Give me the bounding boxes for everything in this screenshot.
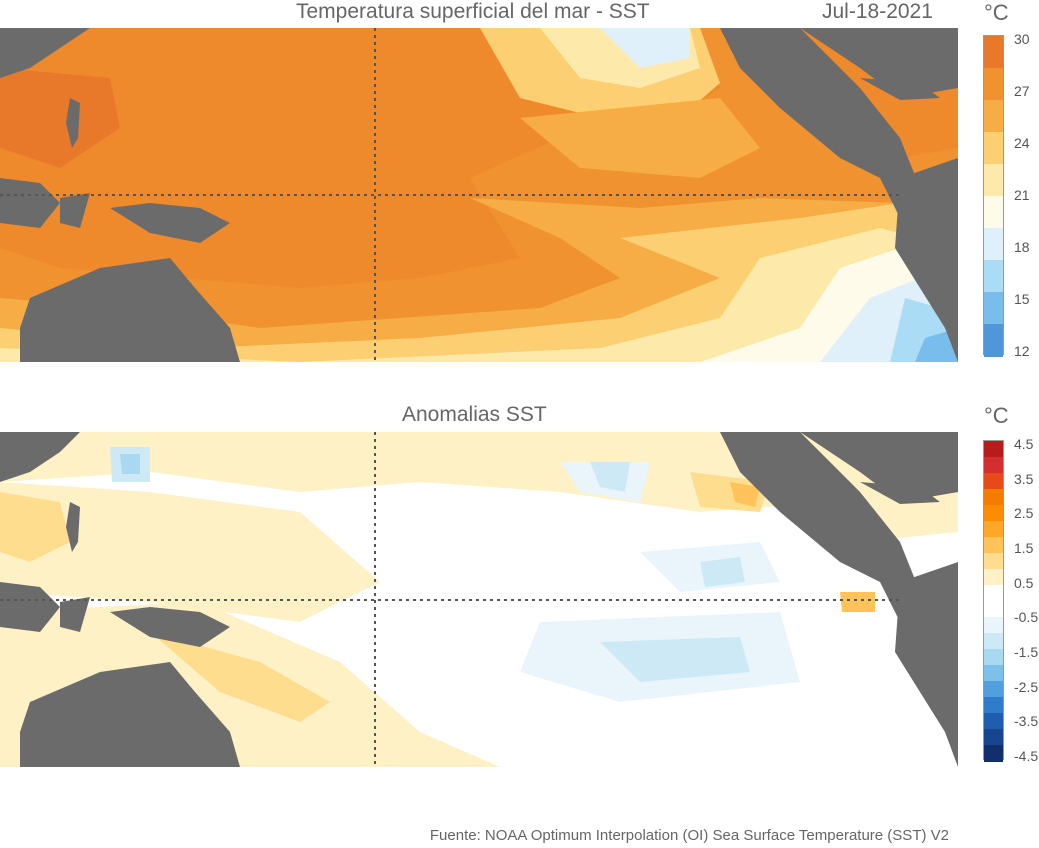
anomaly-colorbar-segment [984,521,1003,538]
sst-colorbar-segment [984,196,1003,229]
sst-colorbar-segment [984,260,1003,293]
anomaly-colorbar-segment [984,505,1003,522]
anomaly-colorbar-segment [984,681,1003,698]
sst-colorbar-tick-label: 27 [1014,83,1030,99]
anomaly-map [0,432,958,767]
sst-colorbar-segment [984,292,1003,325]
anomaly-colorbar-segment [984,617,1003,634]
anomaly-colorbar-segment [984,697,1003,714]
anomaly-colorbar-tick-label: 2.5 [1014,505,1034,522]
anomaly-colorbar-segment [984,745,1003,762]
anomaly-colorbar-tick-label: -0.5 [1014,609,1039,626]
sst-colorbar-segment [984,100,1003,133]
sst-map-graphic [0,28,958,362]
anomaly-colorbar-tick-label: -1.5 [1014,644,1039,660]
anomaly-colorbar-tick-label: -3.5 [1014,713,1039,730]
sst-map-date: Jul-18-2021 [822,0,933,23]
anomaly-unit-label: °C [984,403,1009,428]
anomaly-colorbar-segment [984,553,1003,570]
anomaly-colorbar-tick-label: 4.5 [1014,436,1034,452]
anomaly-map-title: Anomalias SST [402,403,547,426]
anomaly-colorbar-segment [984,585,1003,602]
anomaly-colorbar-segment [984,489,1003,506]
anomaly-colorbar-tick-label: -4.5 [1014,748,1039,764]
sst-colorbar-tick-label: 18 [1014,239,1030,255]
sst-colorbar-segment [984,324,1003,357]
anomaly-colorbar [983,440,1004,762]
source-credit: Fuente: NOAA Optimum Interpolation (OI) … [429,827,949,844]
anomaly-colorbar-segment [984,713,1003,730]
anomaly-colorbar-segment [984,649,1003,666]
anomaly-colorbar-tick-label: -2.5 [1014,678,1039,695]
sst-colorbar-tick-label: 12 [1014,343,1030,359]
anomaly-colorbar-segment [984,729,1003,746]
anomaly-colorbar-tick-label: 1.5 [1014,540,1034,556]
sst-colorbar-tick-label: 24 [1014,135,1030,151]
sst-colorbar-tick-label: 15 [1014,291,1030,307]
anomaly-colorbar-segment [984,537,1003,554]
land-masses [0,28,958,362]
sst-colorbar-segment [984,36,1003,69]
sst-colorbar-segment [984,228,1003,261]
sst-colorbar-segment [984,132,1003,165]
sst-colorbar-tick-label: 30 [1014,31,1030,47]
sst-colorbar-tick-label: 21 [1014,187,1030,203]
anomaly-colorbar-segment [984,601,1003,618]
anomaly-colorbar-tick-label: 0.5 [1014,574,1034,591]
land-masses [0,432,958,767]
sst-colorbar-segment [984,68,1003,101]
anomaly-colorbar-segment [984,665,1003,682]
anomaly-colorbar-segment [984,441,1003,458]
sst-map [0,28,958,362]
anomaly-map-graphic [0,432,958,767]
anomaly-colorbar-tick-label: 3.5 [1014,470,1034,487]
anomaly-colorbar-segment [984,457,1003,474]
sst-colorbar [983,35,1004,357]
sst-map-title: Temperatura superficial del mar - SST [296,0,650,23]
anomaly-colorbar-segment [984,633,1003,650]
sst-unit-label: °C [984,0,1009,25]
anomaly-colorbar-segment [984,473,1003,490]
sst-colorbar-segment [984,164,1003,197]
anomaly-colorbar-segment [984,569,1003,586]
